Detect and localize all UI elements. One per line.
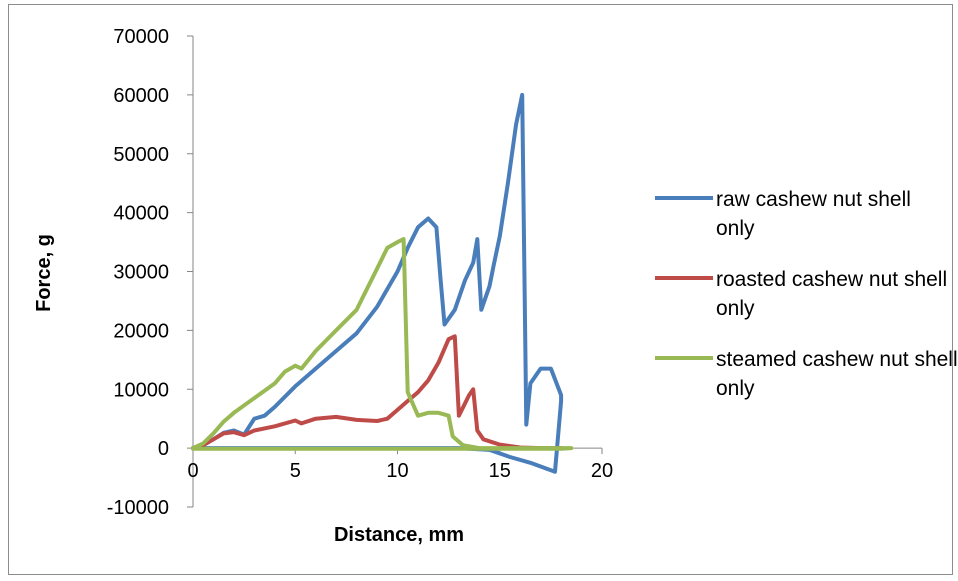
legend-label-1: raw cashew nut shell only xyxy=(716,188,911,240)
x-tick-label: 10 xyxy=(386,460,408,482)
y-tick-label: 30000 xyxy=(113,262,169,284)
y-axis-title: Force, g xyxy=(33,234,55,312)
y-tick-label: -10000 xyxy=(107,497,169,519)
legend: raw cashew nut shell only roasted cashew n… xyxy=(655,188,958,400)
y-tick-label: 40000 xyxy=(113,203,169,225)
y-tick-label: 0 xyxy=(158,438,169,460)
series-line-2 xyxy=(191,334,564,451)
y-tick-label: 20000 xyxy=(113,320,169,342)
x-axis-title: Distance, mm xyxy=(334,524,464,546)
series-layer xyxy=(191,92,574,474)
series-line-1 xyxy=(191,92,564,474)
y-tick-label: 10000 xyxy=(113,379,169,401)
x-tick-label: 0 xyxy=(187,460,198,482)
legend-label-2: roasted cashew nut shell only xyxy=(716,268,947,320)
chart-frame xyxy=(8,4,953,575)
x-tick-label: 20 xyxy=(591,460,613,482)
axes-group: -10000 0 10000 20000 30000 40000 50000 60000 700… xyxy=(107,26,613,519)
y-tick-label: 60000 xyxy=(113,85,169,107)
legend-label-3: steamed cashew nut shell only xyxy=(716,348,958,400)
series-line-3 xyxy=(191,237,574,451)
y-tick-label: 50000 xyxy=(113,144,169,166)
y-tick-label: 70000 xyxy=(113,26,169,48)
x-tick-label: 5 xyxy=(290,460,301,482)
x-tick-label: 15 xyxy=(489,460,511,482)
